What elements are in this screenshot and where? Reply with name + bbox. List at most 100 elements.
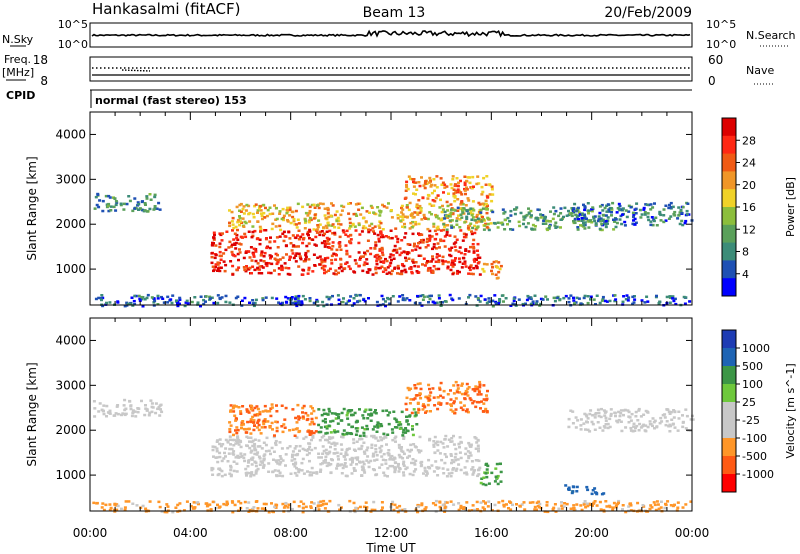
echo-cell (236, 238, 240, 241)
echo-cell (356, 202, 360, 206)
echo-cell (452, 208, 456, 211)
echo-cell (325, 502, 328, 506)
echo-cell (382, 261, 386, 264)
echo-cell (352, 212, 356, 216)
echo-cell (245, 408, 249, 411)
echo-cell (124, 412, 128, 416)
echo-cell (428, 237, 432, 241)
echo-cell (663, 506, 667, 510)
echo-cell (365, 258, 369, 261)
echo-cell (166, 295, 170, 299)
echo-cell (331, 204, 335, 207)
echo-cell (327, 238, 331, 241)
echo-cell (684, 219, 688, 223)
echo-cell (456, 384, 460, 387)
echo-cell (101, 304, 105, 308)
echo-cell (347, 202, 351, 205)
echo-cell (480, 400, 483, 403)
echo-cell (386, 414, 390, 417)
echo-cell (371, 273, 375, 276)
echo-cell (394, 435, 398, 438)
echo-cell (339, 506, 343, 509)
echo-cell (233, 414, 237, 417)
echo-cell (204, 300, 207, 303)
echo-cell (672, 212, 676, 216)
echo-cell (112, 414, 116, 417)
echo-cell (298, 444, 302, 448)
echo-cell (238, 248, 241, 251)
echo-cell (282, 506, 286, 509)
echo-cell (238, 251, 242, 254)
echo-cell (277, 301, 281, 304)
echo-cell (413, 301, 417, 305)
echo-cell (339, 248, 343, 251)
echo-cell (552, 206, 556, 209)
panel-frame (89, 317, 693, 512)
echo-cell (214, 506, 218, 510)
echo-cell (190, 300, 194, 304)
echo-cell (476, 459, 480, 462)
echo-cell (291, 408, 295, 411)
echo-cell (297, 265, 301, 268)
echo-cell (432, 265, 436, 268)
echo-cell (480, 185, 484, 189)
echo-cell (119, 203, 123, 207)
echo-cell (385, 259, 389, 263)
echo-cell (633, 295, 636, 298)
echo-cell (648, 507, 652, 511)
echo-cell (268, 206, 272, 209)
echo-cell (476, 262, 480, 265)
echo-cell (462, 207, 466, 210)
echo-cell (499, 221, 503, 225)
echo-cell (348, 267, 352, 271)
echo-cell (271, 212, 275, 215)
echo-cell (401, 450, 405, 453)
echo-cell (447, 472, 451, 475)
echo-cell (231, 510, 235, 514)
echo-cell (412, 180, 415, 184)
echo-cell (464, 471, 468, 474)
echo-cell (221, 443, 225, 446)
echo-cell (681, 223, 685, 227)
echo-cell (593, 500, 597, 503)
echo-cell (406, 386, 410, 390)
echo-cell (592, 217, 596, 220)
echo-cell (486, 204, 489, 207)
echo-cell (211, 265, 215, 268)
echo-cell (468, 176, 471, 179)
echo-cell (467, 272, 471, 275)
echo-cell (469, 209, 473, 212)
echo-cell (650, 216, 654, 219)
echo-cell (426, 295, 430, 298)
echo-cell (210, 468, 214, 472)
echo-cell (133, 197, 137, 200)
echo-cell (323, 425, 327, 429)
echo-cell (681, 425, 685, 429)
echo-cell (232, 444, 236, 447)
echo-cell (254, 250, 258, 253)
echo-cell (479, 393, 483, 396)
colorbar-tick-label: 100 (742, 378, 763, 391)
echo-cell (519, 211, 523, 215)
echo-cell (435, 214, 439, 218)
echo-cell (252, 304, 256, 308)
echo-cell (467, 266, 471, 269)
echo-cell (478, 385, 482, 389)
echo-cell (262, 502, 266, 506)
echo-cell (145, 296, 149, 300)
echo-cell (313, 446, 317, 450)
echo-cell (549, 210, 552, 213)
echo-cell (512, 297, 516, 300)
echo-cell (475, 441, 479, 444)
echo-cell (211, 473, 215, 476)
echo-cell (459, 203, 463, 206)
echo-cell (460, 216, 464, 219)
echo-cell (251, 444, 255, 448)
echo-cell (409, 214, 413, 217)
echo-cell (425, 237, 429, 241)
echo-cell (385, 443, 388, 446)
echo-cell (259, 229, 263, 233)
echo-cell (402, 460, 406, 464)
echo-cell (414, 468, 418, 471)
echo-cell (459, 456, 463, 460)
